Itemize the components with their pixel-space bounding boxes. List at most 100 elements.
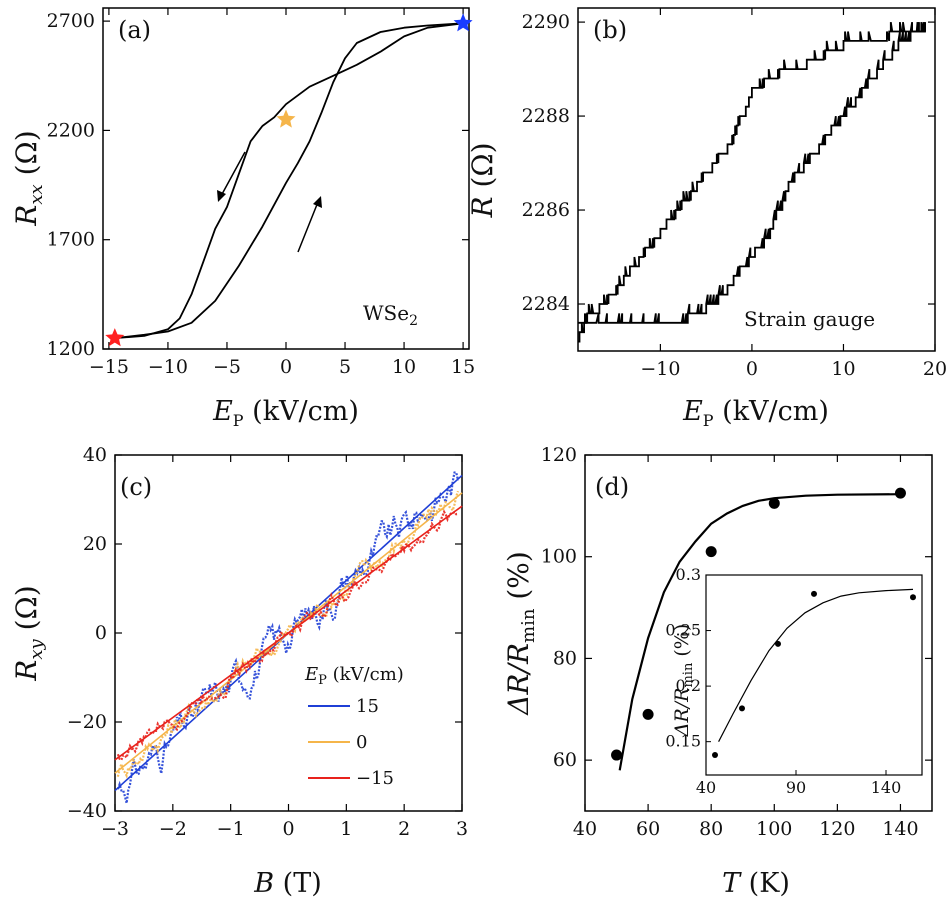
panel-a-annotation-main: WSe — [363, 301, 409, 325]
legend-label--15: −15 — [356, 768, 394, 789]
x-tick-label: −2 — [159, 818, 187, 840]
x-tick-label: 0 — [280, 356, 292, 378]
fit-line--15 — [114, 505, 463, 761]
star-marker-start — [105, 328, 125, 347]
panel-a-frame — [102, 7, 470, 350]
inset-data-point — [712, 752, 718, 758]
data-point — [894, 487, 906, 499]
panel-a-label: (a) — [118, 16, 151, 44]
data-trace-0 — [116, 490, 460, 779]
inset-y-tick-label: 0.2 — [676, 676, 701, 695]
panel-c-label: (c) — [120, 473, 152, 501]
inset-y-tick-label: 0.15 — [665, 732, 701, 751]
inset-data-point — [739, 705, 745, 712]
hysteresis-curve-1 — [114, 22, 464, 339]
data-point — [611, 749, 623, 761]
x-tick-label: 0 — [282, 818, 294, 840]
legend-label-15: 15 — [356, 696, 379, 717]
panel-a-ylabel: Rxx (Ω) — [10, 130, 47, 226]
arrow-up-head — [313, 196, 322, 208]
inset-x-tick-label: 40 — [696, 778, 716, 797]
panel-d: 40 60 80 100 120 140 60 80 100 120 (d) T (K) ΔR/R… — [502, 444, 933, 899]
panel-d-label: (d) — [595, 473, 629, 501]
arrow-down-sweep — [220, 151, 246, 197]
x-tick-label: 2 — [398, 818, 410, 840]
x-tick-label: 10 — [831, 358, 855, 380]
panel-c-legend-title: EP (kV/cm) — [304, 664, 404, 688]
data-point — [705, 546, 717, 558]
data-point — [642, 708, 654, 720]
panel-b-label: (b) — [593, 16, 627, 44]
x-tick-label: −10 — [640, 358, 680, 380]
panel-b-annotation: Strain gauge — [744, 307, 875, 331]
arrow-down-head — [217, 190, 226, 202]
panel-b: −10 0 10 20 2284 2286 2288 2290 (b) Strain gaug… — [466, 7, 946, 430]
panel-c-ylabel: Rxy (Ω) — [10, 585, 47, 681]
inset-ylabel: ΔR/Rmin (%) — [671, 624, 696, 738]
x-tick-label: 10 — [392, 356, 416, 378]
panel-d-frame — [584, 454, 933, 812]
inset-data-point — [811, 590, 817, 597]
x-tick-label: 3 — [456, 818, 468, 840]
x-tick-label: −3 — [101, 818, 129, 840]
inset-y-tick-label: 0.25 — [665, 621, 701, 640]
x-tick-label: −15 — [89, 356, 129, 378]
y-tick-label: 60 — [553, 749, 577, 771]
inset-data-point — [775, 640, 781, 647]
panel-d-ylabel: ΔR/Rmin (%) — [502, 551, 539, 716]
y-tick-label: 40 — [83, 444, 107, 466]
arrow-up-sweep — [297, 201, 319, 253]
data-trace--15 — [116, 509, 459, 762]
y-tick-label: 2286 — [522, 199, 570, 221]
panel-a-xlabel: EP (kV/cm) — [212, 396, 359, 430]
data-point — [768, 497, 780, 509]
panel-a-annotation-sub: 2 — [409, 313, 418, 329]
panel-d-xlabel: T (K) — [722, 868, 790, 899]
y-tick-label: −20 — [67, 711, 107, 733]
x-tick-label: 40 — [573, 818, 597, 840]
inset-frame — [705, 574, 923, 776]
y-tick-label: 2284 — [522, 293, 570, 315]
panel-c-xlabel: B (T) — [253, 868, 322, 899]
y-tick-label: 1700 — [47, 229, 95, 251]
x-tick-label: 60 — [636, 818, 660, 840]
x-tick-label: 120 — [819, 818, 855, 840]
inset-y-tick-label: 0.3 — [676, 565, 701, 584]
x-tick-label: 100 — [756, 818, 792, 840]
x-tick-label: 20 — [923, 358, 946, 380]
x-tick-label: 1 — [340, 818, 352, 840]
inset-fit-curve — [718, 588, 914, 742]
y-tick-label: 1200 — [47, 338, 95, 360]
panel-b-ylabel: R (Ω) — [466, 142, 499, 218]
y-tick-label: 20 — [83, 533, 107, 555]
y-tick-label: 120 — [541, 444, 577, 466]
star-marker-mid — [276, 109, 296, 128]
fit-curve — [618, 493, 901, 771]
star-marker-end — [453, 13, 473, 32]
inset-x-tick-label: 90 — [786, 778, 806, 797]
panel-b-xlabel: EP (kV/cm) — [682, 396, 829, 430]
y-tick-label: 0 — [95, 622, 107, 644]
y-tick-label: 2288 — [522, 105, 570, 127]
strain-gauge-curve-0 — [578, 21, 926, 343]
panel-a-annotation: WSe2 — [363, 301, 418, 329]
hysteresis-curve-0 — [114, 22, 464, 339]
strain-gauge-curve-1 — [578, 21, 926, 324]
data-trace-15 — [116, 471, 460, 804]
y-tick-label: 2200 — [47, 119, 95, 141]
panel-d-inset: 40 90 140 0.15 0.2 0.25 0.3 ΔR/Rmin (%) — [665, 565, 923, 797]
y-tick-label: 80 — [553, 647, 577, 669]
x-tick-label: −5 — [213, 356, 241, 378]
x-tick-label: 140 — [882, 818, 918, 840]
panel-b-frame — [577, 7, 936, 352]
x-tick-label: 0 — [746, 358, 758, 380]
y-tick-label: −40 — [67, 800, 107, 822]
x-tick-label: 80 — [699, 818, 723, 840]
x-tick-label: 15 — [451, 356, 475, 378]
y-tick-label: 2290 — [522, 11, 570, 33]
legend-label-0: 0 — [356, 732, 367, 753]
inset-x-tick-label: 140 — [871, 778, 902, 797]
x-tick-label: −1 — [217, 818, 245, 840]
